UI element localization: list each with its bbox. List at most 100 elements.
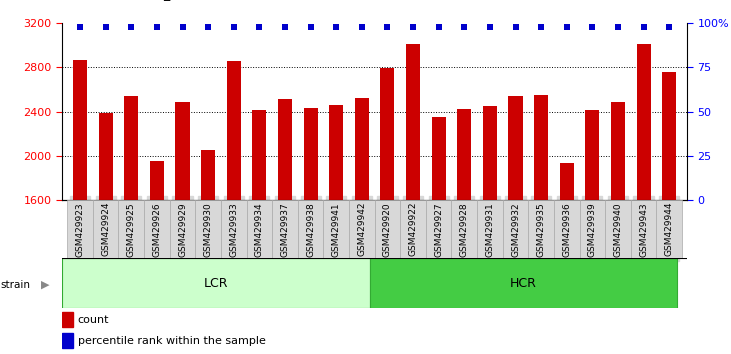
Point bbox=[126, 24, 137, 29]
FancyBboxPatch shape bbox=[375, 200, 401, 258]
FancyBboxPatch shape bbox=[477, 200, 503, 258]
FancyBboxPatch shape bbox=[118, 200, 144, 258]
FancyBboxPatch shape bbox=[93, 200, 118, 258]
FancyBboxPatch shape bbox=[195, 200, 221, 258]
Point bbox=[663, 24, 675, 29]
Text: GSM429929: GSM429929 bbox=[178, 202, 187, 257]
FancyBboxPatch shape bbox=[144, 200, 170, 258]
Bar bbox=[124, 96, 138, 200]
Text: GSM429922: GSM429922 bbox=[409, 202, 417, 256]
Point bbox=[561, 24, 572, 29]
Text: GSM429924: GSM429924 bbox=[101, 202, 110, 256]
FancyBboxPatch shape bbox=[349, 200, 375, 258]
Text: GSM429932: GSM429932 bbox=[511, 202, 520, 257]
Text: GSM429933: GSM429933 bbox=[230, 202, 238, 257]
Bar bbox=[175, 102, 189, 200]
Text: GSM429941: GSM429941 bbox=[332, 202, 341, 257]
Text: GSM429938: GSM429938 bbox=[306, 202, 315, 257]
Point bbox=[586, 24, 598, 29]
FancyBboxPatch shape bbox=[67, 200, 93, 258]
Text: GSM429927: GSM429927 bbox=[434, 202, 443, 257]
Point bbox=[330, 24, 342, 29]
FancyBboxPatch shape bbox=[554, 200, 580, 258]
Text: GSM429937: GSM429937 bbox=[281, 202, 289, 257]
Text: HCR: HCR bbox=[510, 277, 537, 290]
Bar bbox=[355, 98, 369, 200]
Text: LCR: LCR bbox=[203, 277, 228, 290]
Point bbox=[458, 24, 470, 29]
FancyBboxPatch shape bbox=[272, 200, 298, 258]
Text: GSM429944: GSM429944 bbox=[664, 202, 674, 256]
Text: count: count bbox=[77, 315, 109, 325]
Bar bbox=[662, 72, 676, 200]
Point bbox=[433, 24, 444, 29]
Text: GSM429936: GSM429936 bbox=[562, 202, 571, 257]
Bar bbox=[560, 163, 574, 200]
FancyBboxPatch shape bbox=[170, 200, 195, 258]
Bar bbox=[252, 110, 266, 200]
FancyBboxPatch shape bbox=[631, 200, 656, 258]
Point bbox=[407, 24, 419, 29]
Bar bbox=[329, 105, 344, 200]
Bar bbox=[62, 333, 73, 348]
Bar bbox=[227, 61, 240, 200]
Bar bbox=[458, 109, 471, 200]
FancyBboxPatch shape bbox=[369, 258, 677, 308]
Bar bbox=[99, 113, 113, 200]
Bar bbox=[483, 106, 497, 200]
Bar bbox=[150, 161, 164, 200]
Text: GSM429920: GSM429920 bbox=[383, 202, 392, 257]
Text: GSM429931: GSM429931 bbox=[485, 202, 494, 257]
Bar bbox=[611, 102, 625, 200]
FancyBboxPatch shape bbox=[656, 200, 682, 258]
FancyBboxPatch shape bbox=[605, 200, 631, 258]
FancyBboxPatch shape bbox=[580, 200, 605, 258]
Point bbox=[254, 24, 265, 29]
Text: GSM429940: GSM429940 bbox=[613, 202, 623, 257]
FancyBboxPatch shape bbox=[529, 200, 554, 258]
FancyBboxPatch shape bbox=[452, 200, 477, 258]
FancyBboxPatch shape bbox=[298, 200, 323, 258]
Bar bbox=[509, 96, 523, 200]
Bar bbox=[431, 117, 446, 200]
Bar bbox=[73, 59, 87, 200]
Text: GSM429934: GSM429934 bbox=[255, 202, 264, 257]
Bar bbox=[586, 110, 599, 200]
Point bbox=[228, 24, 240, 29]
Text: GSM429926: GSM429926 bbox=[152, 202, 162, 257]
Bar bbox=[278, 99, 292, 200]
Point bbox=[177, 24, 189, 29]
Bar bbox=[534, 96, 548, 200]
Bar bbox=[303, 108, 318, 200]
Text: GSM429930: GSM429930 bbox=[204, 202, 213, 257]
Point bbox=[382, 24, 393, 29]
Point bbox=[612, 24, 624, 29]
Point bbox=[535, 24, 547, 29]
Text: GSM429925: GSM429925 bbox=[126, 202, 136, 257]
Text: percentile rank within the sample: percentile rank within the sample bbox=[77, 336, 265, 346]
Bar bbox=[201, 150, 215, 200]
Point bbox=[202, 24, 214, 29]
Point bbox=[75, 24, 86, 29]
Bar bbox=[406, 44, 420, 200]
Point bbox=[279, 24, 291, 29]
Text: GSM429943: GSM429943 bbox=[639, 202, 648, 257]
Text: GSM429923: GSM429923 bbox=[75, 202, 85, 257]
Text: GSM429939: GSM429939 bbox=[588, 202, 597, 257]
Text: GSM429942: GSM429942 bbox=[357, 202, 366, 256]
Point bbox=[305, 24, 317, 29]
FancyBboxPatch shape bbox=[221, 200, 246, 258]
Text: strain: strain bbox=[1, 280, 31, 290]
Point bbox=[484, 24, 496, 29]
Text: ▶: ▶ bbox=[41, 280, 50, 290]
FancyBboxPatch shape bbox=[401, 200, 426, 258]
FancyBboxPatch shape bbox=[246, 200, 272, 258]
FancyBboxPatch shape bbox=[426, 200, 452, 258]
FancyBboxPatch shape bbox=[62, 258, 369, 308]
Point bbox=[100, 24, 112, 29]
Bar bbox=[380, 68, 395, 200]
Point bbox=[510, 24, 521, 29]
FancyBboxPatch shape bbox=[323, 200, 349, 258]
Bar bbox=[62, 312, 73, 327]
Bar bbox=[637, 44, 651, 200]
